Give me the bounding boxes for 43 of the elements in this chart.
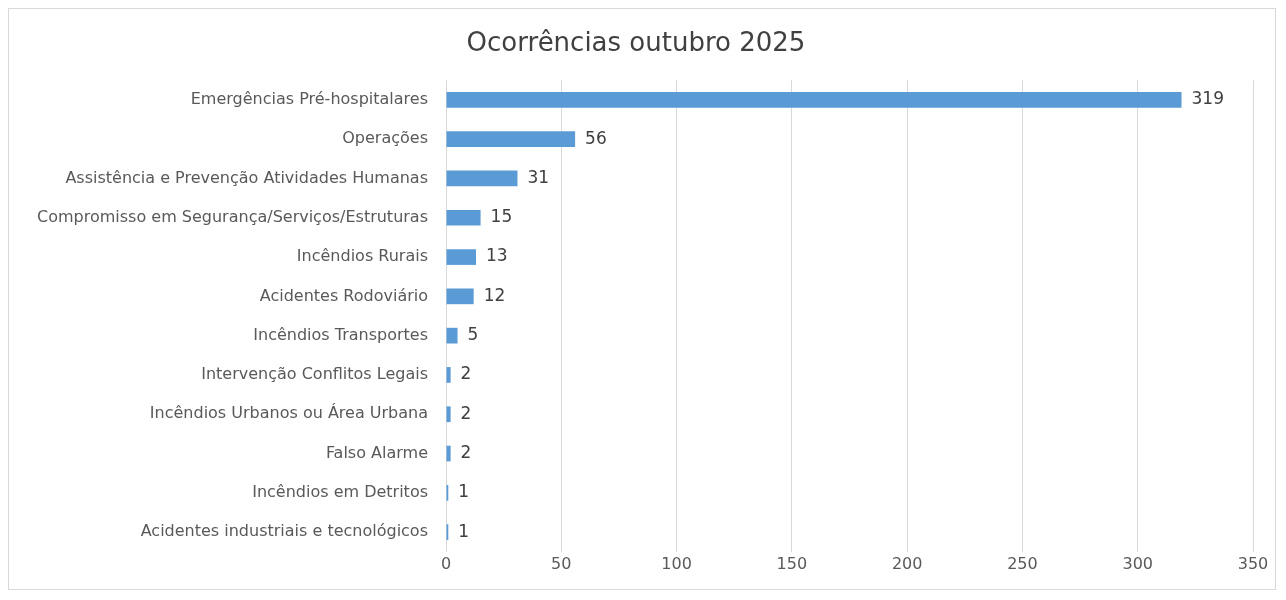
data-label: 13 [485, 245, 508, 266]
y-tick-label: Intervenção Conflitos Legais [201, 364, 428, 384]
bar [446, 131, 576, 148]
x-tick-label: 0 [440, 553, 452, 573]
x-tick-label: 150 [776, 553, 808, 573]
bar [446, 91, 1182, 108]
data-label: 2 [460, 363, 472, 384]
y-tick-label: Falso Alarme [325, 442, 428, 462]
data-label: 2 [460, 441, 472, 462]
bar [446, 445, 451, 462]
x-tick-label: 250 [1007, 553, 1038, 573]
data-label: 56 [585, 127, 607, 148]
bar [446, 367, 451, 383]
y-tick-label: Acidentes industriais e tecnológicos [140, 521, 428, 541]
x-tick-label: 350 [1237, 553, 1269, 573]
y-tick-label: Operações [342, 128, 428, 148]
x-tick-label: 50 [551, 553, 572, 573]
data-label: 319 [1191, 88, 1224, 109]
data-label: 1 [458, 520, 470, 541]
y-tick-label: Acidentes Rodoviário [259, 285, 428, 305]
y-tick-label: Incêndios Transportes [253, 324, 428, 344]
x-tick-label: 200 [891, 553, 923, 573]
data-label: 1 [458, 481, 470, 502]
data-label: 31 [527, 166, 550, 187]
y-tick-label: Incêndios em Detritos [252, 482, 428, 502]
x-tick-label: 100 [661, 553, 692, 573]
x-tick-label: 300 [1122, 553, 1153, 573]
y-tick-label: Compromisso em Segurança/Serviços/Estruturas [37, 206, 428, 226]
y-tick-label: Emergências Pré-hospitalares [190, 89, 428, 109]
bar [446, 288, 474, 305]
data-label: 5 [467, 324, 479, 345]
bar [446, 406, 451, 423]
bar [446, 249, 476, 265]
bar [446, 209, 481, 226]
y-tick-label: Assistência e Prevenção Atividades Humanas [65, 167, 428, 187]
chart-title: Ocorrências outubro 2025 [466, 27, 806, 58]
data-label: 2 [460, 402, 472, 423]
data-label: 12 [483, 284, 506, 305]
data-label: 15 [490, 206, 513, 227]
bar [446, 327, 458, 344]
bar [446, 170, 518, 187]
y-tick-label: Incêndios Urbanos ou Área Urbana [149, 403, 428, 423]
y-tick-label: Incêndios Rurais [296, 246, 428, 266]
